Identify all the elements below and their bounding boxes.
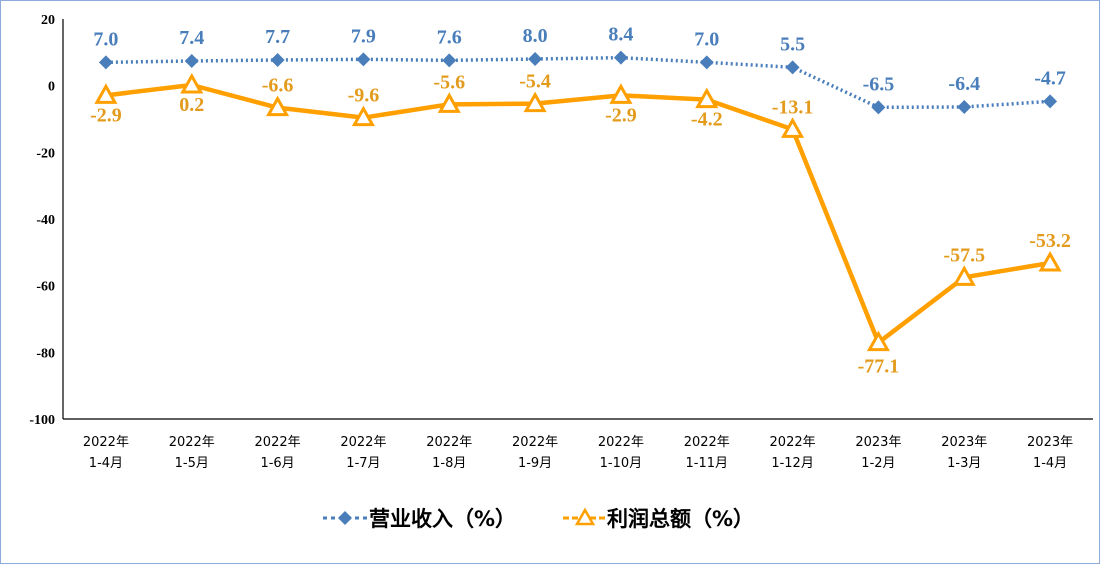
x-category-labels: 2022年 1-4月 2022年 1-5月 2022年 1-6月 2022年 1-7月 2022… xyxy=(83,435,1073,471)
x-category-label: 2022年 1-9月 xyxy=(512,435,558,471)
profit-data-label: -5.6 xyxy=(433,71,465,93)
profit-point xyxy=(180,72,204,94)
revenue-point xyxy=(1043,94,1058,109)
legend-profit-label: 利润总额（%） xyxy=(607,507,754,531)
revenue-point xyxy=(356,52,371,67)
revenue-data-label: 7.0 xyxy=(93,28,118,50)
revenue-data-label: 8.4 xyxy=(608,24,633,46)
y-tick-labels: 20 0 -20 -40 -60 -80 -100 xyxy=(29,13,55,428)
revenue-data-label: -6.4 xyxy=(948,73,980,95)
revenue-point xyxy=(184,54,199,68)
x-category-label: 2022年 1-10月 xyxy=(598,435,644,471)
legend-profit-marker xyxy=(574,507,596,526)
profit-data-label: -2.9 xyxy=(605,104,637,126)
profit-point xyxy=(437,92,461,113)
profit-series-line xyxy=(105,82,1051,345)
x-category-label: 2023年 1-2月 xyxy=(855,435,901,471)
revenue-data-label: 7.0 xyxy=(694,28,719,50)
profit-data-label: 0.2 xyxy=(179,94,204,116)
revenue-data-label: 7.9 xyxy=(351,25,376,47)
x-category-label: 2022年 1-7月 xyxy=(340,435,386,471)
x-category-label: 2022年 1-11月 xyxy=(684,435,730,471)
profit-data-label: -13.1 xyxy=(772,96,814,118)
revenue-point xyxy=(270,53,285,67)
revenue-data-label: -6.5 xyxy=(863,73,895,95)
y-tick-label: -20 xyxy=(36,146,55,161)
profit-point xyxy=(94,83,118,104)
x-category-label: 2022年 1-8月 xyxy=(426,435,472,471)
revenue-data-label: 5.5 xyxy=(780,33,805,55)
legend-item-revenue: 营业收入（%） xyxy=(323,507,516,531)
legend-revenue-marker xyxy=(338,511,352,525)
x-category-label: 2022年 1-12月 xyxy=(770,435,816,471)
revenue-data-label: 8.0 xyxy=(523,25,548,47)
x-category-label: 2022年 1-5月 xyxy=(169,435,215,471)
profit-data-label: -53.2 xyxy=(1029,230,1071,252)
revenue-point xyxy=(699,55,714,70)
x-category-label: 2023年 1-3月 xyxy=(941,435,987,471)
revenue-point xyxy=(613,50,628,65)
revenue-point xyxy=(528,52,543,66)
y-tick-label: -100 xyxy=(29,413,55,428)
revenue-point xyxy=(98,55,113,70)
x-category-label: 2022年 1-4月 xyxy=(83,435,129,471)
y-tick-label: -40 xyxy=(36,213,55,228)
y-tick-label: -60 xyxy=(36,280,55,295)
revenue-point xyxy=(785,60,800,75)
revenue-data-label: -4.7 xyxy=(1034,67,1066,89)
profit-data-label: -77.1 xyxy=(858,356,900,378)
legend: 营业收入（%） 利润总额（%） xyxy=(323,507,754,531)
profit-data-label: -6.6 xyxy=(262,75,294,97)
revenue-point xyxy=(957,100,972,114)
profit-point xyxy=(266,95,290,117)
revenue-series-line xyxy=(105,55,1051,110)
revenue-point xyxy=(442,53,457,68)
x-category-label: 2022年 1-6月 xyxy=(255,435,301,471)
revenue-data-label: 7.4 xyxy=(179,27,204,49)
revenue-data-label: 7.7 xyxy=(265,26,290,48)
profit-point xyxy=(523,91,547,113)
profit-point xyxy=(866,330,890,352)
legend-revenue-label: 营业收入（%） xyxy=(369,507,516,531)
profit-data-label: -2.9 xyxy=(90,104,122,126)
y-tick-label: 0 xyxy=(48,80,55,95)
y-tick-label: 20 xyxy=(41,13,55,28)
legend-item-profit: 利润总额（%） xyxy=(563,507,754,531)
profit-data-label: -4.2 xyxy=(691,109,723,131)
revenue-point xyxy=(871,100,886,115)
profit-data-label: -5.4 xyxy=(519,71,551,93)
profit-data-label: -57.5 xyxy=(943,244,985,266)
profit-point xyxy=(351,105,375,127)
axes xyxy=(62,19,1093,420)
profit-point xyxy=(781,117,805,138)
y-tick-label: -80 xyxy=(36,346,55,361)
revenue-data-label: 7.6 xyxy=(437,26,462,48)
profit-point xyxy=(1038,250,1062,272)
series xyxy=(94,50,1062,352)
profit-point xyxy=(952,265,976,286)
profit-point xyxy=(609,83,633,104)
profit-point xyxy=(695,87,719,109)
x-category-label: 2023年 1-4月 xyxy=(1027,435,1073,471)
profit-data-label: -9.6 xyxy=(348,85,380,107)
data-labels: 7.0 7.4 7.7 7.9 7.6 8.0 8.4 7.0 5.5 -6.5 -6.4 -4.7 -… xyxy=(90,24,1071,378)
